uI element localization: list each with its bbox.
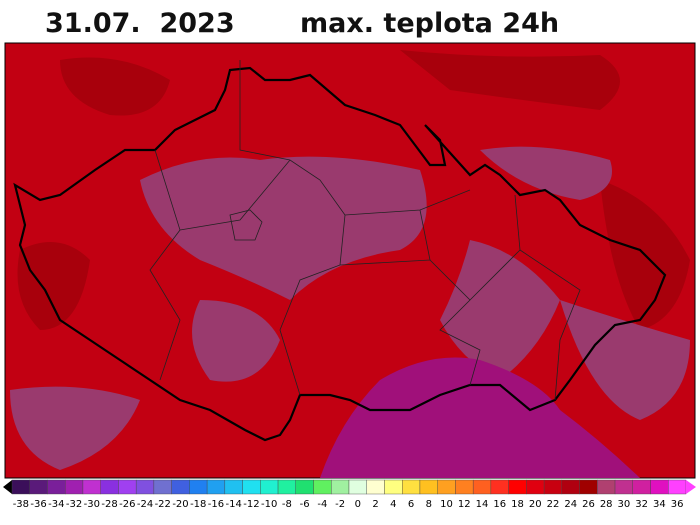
legend-swatch [650, 479, 669, 495]
legend-label: 12 [458, 499, 471, 510]
legend-label: -20 [172, 499, 188, 510]
legend-label: -12 [243, 499, 259, 510]
legend-label: -26 [119, 499, 135, 510]
warm-region [10, 146, 690, 470]
legend-swatch [29, 479, 48, 495]
legend-swatch [366, 479, 385, 495]
legend-label: 2 [372, 499, 378, 510]
legend-arrow-left [3, 480, 12, 494]
legend-label: 32 [635, 499, 648, 510]
legend-swatch [455, 479, 474, 495]
legend: -38 -36 -34 -32 -30 -28 -26 -24 -22 -20 -18 -16 -14-… [3, 479, 696, 510]
legend-label: 28 [600, 499, 613, 510]
legend-label: 36 [671, 499, 684, 510]
legend-swatch [668, 479, 687, 495]
legend-swatch [579, 479, 598, 495]
legend-swatch [561, 479, 580, 495]
legend-swatch [82, 479, 101, 495]
legend-swatch [348, 479, 367, 495]
legend-label: 30 [618, 499, 631, 510]
legend-label: 0 [355, 499, 361, 510]
legend-swatch [614, 479, 633, 495]
legend-swatch [437, 479, 456, 495]
legend-label: 16 [493, 499, 506, 510]
legend-swatch [135, 479, 155, 495]
legend-label: 18 [511, 499, 524, 510]
legend-label: 24 [564, 499, 577, 510]
dark-region [17, 50, 690, 330]
legend-label: -34 [48, 499, 64, 510]
legend-label: -24 [137, 499, 153, 510]
map [4, 42, 696, 479]
country-border [13, 66, 667, 442]
legend-label: -6 [300, 499, 310, 510]
legend-label: -8 [282, 499, 292, 510]
legend-swatch [277, 479, 296, 495]
legend-label: 20 [529, 499, 542, 510]
legend-swatch [206, 479, 226, 495]
legend-label: 8 [426, 499, 432, 510]
legend-swatch [47, 479, 66, 495]
legend-swatch [384, 479, 403, 495]
legend-label: -14 [226, 499, 242, 510]
legend-label: 4 [390, 499, 396, 510]
legend-swatch [100, 479, 119, 495]
legend-label: -10 [261, 499, 277, 510]
map-title: max. teplota 24h [300, 8, 559, 39]
legend-swatch [331, 479, 350, 495]
legend-label: 26 [582, 499, 595, 510]
legend-label: -4 [317, 499, 327, 510]
region-borders [149, 60, 581, 401]
legend-swatch [419, 479, 438, 495]
legend-swatch [224, 479, 243, 495]
legend-swatch [118, 479, 137, 495]
legend-label: 22 [547, 499, 560, 510]
legend-arrow-right [686, 480, 696, 494]
legend-swatch [526, 479, 545, 495]
legend-label: -22 [155, 499, 171, 510]
legend-swatch [65, 479, 84, 495]
legend-label: 34 [653, 499, 666, 510]
legend-swatch [632, 479, 651, 495]
legend-swatch [260, 479, 279, 495]
legend-label: -16 [208, 499, 224, 510]
legend-swatch [189, 479, 208, 495]
legend-swatch [597, 479, 616, 495]
date: 31.07. 2023 [45, 8, 235, 39]
legend-label: 6 [408, 499, 414, 510]
legend-swatch [508, 479, 527, 495]
legend-label: -30 [84, 499, 100, 510]
legend-label: -38 [13, 499, 29, 510]
legend-swatch [295, 479, 314, 495]
legend-label: -18 [190, 499, 206, 510]
legend-label: -36 [30, 499, 46, 510]
legend-swatch [490, 479, 509, 495]
legend-swatch [543, 479, 563, 495]
legend-label: 10 [440, 499, 453, 510]
legend-swatch [402, 479, 421, 495]
legend-swatch [153, 479, 172, 495]
legend-swatch [171, 479, 190, 495]
legend-swatch [313, 479, 332, 495]
legend-label: 14 [476, 499, 489, 510]
legend-label: -2 [335, 499, 345, 510]
legend-label: -32 [66, 499, 82, 510]
legend-swatch [472, 479, 492, 495]
legend-swatch [11, 479, 30, 495]
legend-swatch [242, 479, 261, 495]
hot-region [320, 357, 640, 478]
legend-label: -28 [101, 499, 117, 510]
